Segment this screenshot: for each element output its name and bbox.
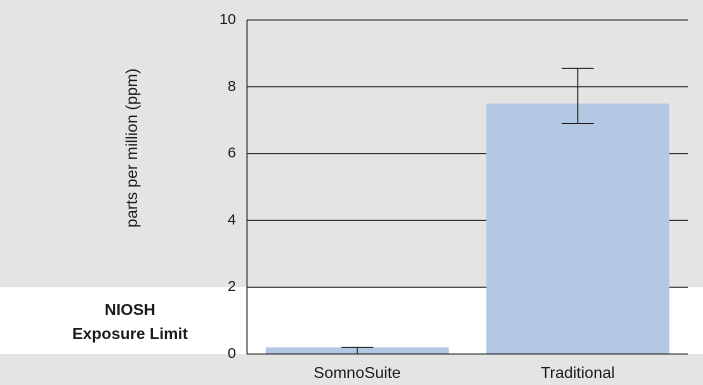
y-tick-label-2: 2 <box>228 278 236 295</box>
y-tick-label-0: 0 <box>228 345 236 362</box>
y-tick-label-10: 10 <box>219 11 236 28</box>
x-category-label-somnosuite: SomnoSuite <box>314 365 401 382</box>
y-tick-label-8: 8 <box>228 78 236 95</box>
niosh-limit-label-line2: Exposure Limit <box>72 326 188 343</box>
y-tick-label-4: 4 <box>228 211 236 228</box>
y-axis-label: parts per million (ppm) <box>124 68 141 227</box>
bar-traditional <box>486 103 670 354</box>
x-category-label-traditional: Traditional <box>541 365 615 382</box>
niosh-limit-label-line1: NIOSH <box>105 302 156 319</box>
y-tick-label-6: 6 <box>228 145 236 162</box>
